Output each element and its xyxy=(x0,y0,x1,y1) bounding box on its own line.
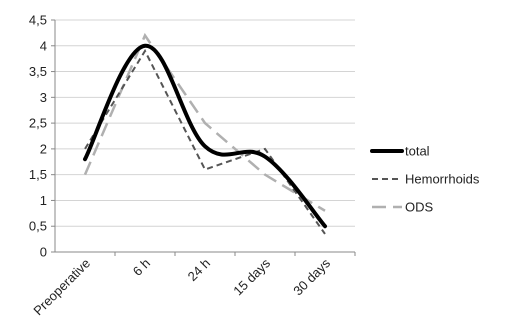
x-axis-ticks: Preoperative 6 h 24 h 15 days 30 days xyxy=(30,252,356,319)
y-tick-label: 1,5 xyxy=(29,167,47,182)
y-tick-label: 0 xyxy=(40,245,47,260)
x-tick-label: 24 h xyxy=(185,256,214,285)
y-tick-label: 2,5 xyxy=(29,116,47,131)
y-tick-label: 0,5 xyxy=(29,219,47,234)
legend-label-hemorrhoids: Hemorrhoids xyxy=(405,172,480,187)
y-axis-ticks: 0 0,5 1 1,5 2 2,5 3 3,5 4 4,5 xyxy=(29,13,55,260)
x-tick-label: 30 days xyxy=(290,255,333,298)
x-tick-label: 6 h xyxy=(130,256,153,279)
y-tick-label: 3 xyxy=(40,90,47,105)
legend: total Hemorrhoids ODS xyxy=(370,144,480,215)
x-tick-label: Preoperative xyxy=(30,256,93,319)
y-tick-label: 4,5 xyxy=(29,13,47,28)
axes xyxy=(54,20,355,253)
x-tick-label: 15 days xyxy=(230,255,273,298)
y-tick-label: 3,5 xyxy=(29,64,47,79)
series-line-ods xyxy=(83,32,326,212)
y-tick-label: 2 xyxy=(40,141,47,156)
y-tick-label: 4 xyxy=(40,38,47,53)
legend-label-total: total xyxy=(405,144,430,159)
series-line-total xyxy=(83,43,327,229)
legend-label-ods: ODS xyxy=(405,200,434,215)
series-lines xyxy=(83,32,327,235)
y-tick-label: 1 xyxy=(40,193,47,208)
